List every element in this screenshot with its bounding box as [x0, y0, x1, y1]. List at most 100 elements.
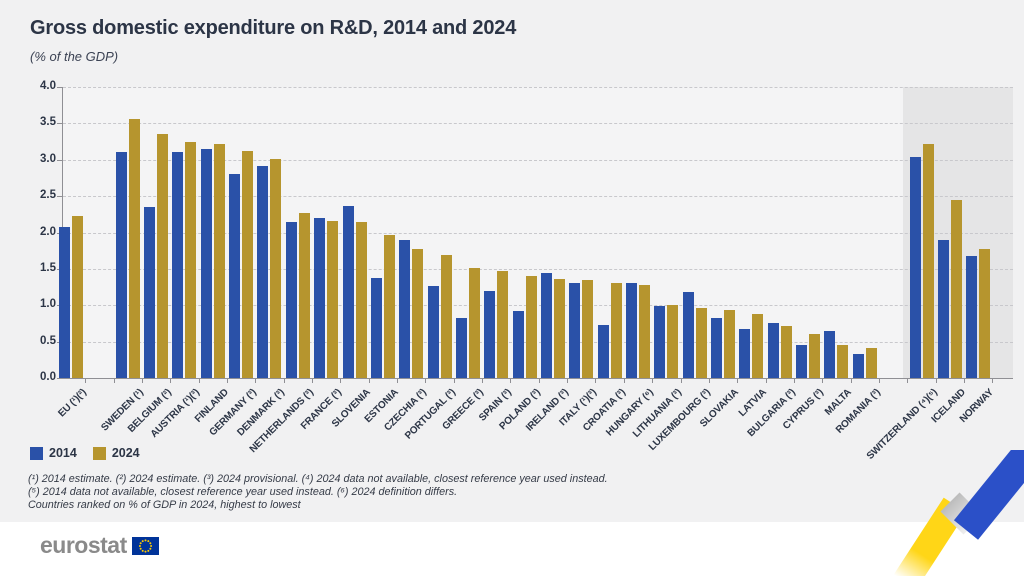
bar-luxembourg-2014: [682, 292, 694, 378]
bar-cyprus-2014: [796, 344, 808, 378]
x-axis-label-eu: EU (¹)(²): [56, 387, 89, 420]
bar-estonia-2024: [383, 235, 395, 378]
bar-france-2014: [314, 217, 326, 378]
bar-romania-2024: [865, 348, 877, 378]
eurostat-wordmark: eurostat: [40, 532, 127, 558]
bar-sweden-2014: [115, 151, 127, 378]
x-axis-tick: [425, 379, 426, 383]
bar-belgium-2014: [144, 207, 156, 378]
bar-malta-2024: [837, 344, 849, 378]
x-axis-tick: [369, 379, 370, 383]
bar-croatia-2024: [610, 282, 622, 378]
x-axis: [62, 378, 1013, 379]
bar-germany-2014: [229, 174, 241, 378]
y-axis-tick-label: 0.0: [40, 371, 56, 383]
x-axis-tick: [794, 379, 795, 383]
bar-bulgaria-2024: [780, 325, 792, 378]
eu-flag-star: [147, 539, 150, 542]
eu-flag-star: [139, 547, 142, 550]
y-axis-tick: [57, 87, 62, 88]
x-axis-tick: [992, 379, 993, 383]
eurostat-logo: eurostat: [40, 534, 159, 557]
x-axis-tick: [624, 379, 625, 383]
bar-poland-2024: [525, 276, 537, 378]
gridline: [63, 87, 1013, 88]
y-axis-tick-label: 1.0: [40, 298, 56, 311]
bar-iceland-2014: [937, 239, 949, 378]
bar-belgium-2024: [157, 133, 169, 378]
eu-flag-star: [141, 549, 144, 552]
y-axis-tick-label: 3.0: [40, 152, 56, 165]
gridline: [63, 341, 1013, 343]
bar-estonia-2014: [370, 277, 382, 378]
y-axis-tick: [57, 159, 62, 161]
y-axis-tick-label: 3.5: [40, 116, 56, 129]
bar-finland-2014: [200, 148, 212, 378]
eu-flag-star: [144, 538, 147, 541]
legend-swatch-2024-icon: [92, 446, 106, 460]
bar-lithuania-2014: [654, 305, 666, 378]
legend: 2014 2024: [30, 446, 156, 460]
x-axis-tick: [681, 379, 682, 383]
eu-flag-star: [149, 544, 152, 547]
x-axis-tick: [595, 379, 596, 383]
footer-strip: [0, 522, 1024, 576]
y-axis-tick: [57, 378, 62, 379]
y-axis-tick-label: 1.5: [40, 261, 56, 274]
gridline: [63, 123, 1013, 125]
bar-ireland-2024: [553, 279, 565, 378]
x-axis-tick: [936, 379, 937, 383]
x-axis-tick: [255, 379, 256, 383]
x-axis-tick: [454, 379, 455, 383]
bar-netherlands-2024: [298, 212, 310, 378]
bar-czechia-2014: [399, 239, 411, 378]
bar-switzerland-2024: [922, 144, 934, 378]
eu-flag-star: [141, 539, 144, 542]
x-axis-tick: [652, 379, 653, 383]
bar-malta-2014: [824, 331, 836, 378]
bar-austria-2014: [172, 152, 184, 378]
x-axis-tick: [340, 379, 341, 383]
bar-lithuania-2024: [667, 304, 679, 378]
chart-title: Gross domestic expenditure on R&D, 2014 …: [30, 17, 517, 39]
ribbon-yellow-segment: [893, 497, 967, 576]
bar-denmark-2024: [270, 159, 282, 378]
bar-switzerland-2014: [909, 156, 921, 378]
x-axis-tick: [114, 379, 115, 383]
x-axis-tick: [907, 379, 908, 383]
bar-italy-2024: [582, 279, 594, 378]
legend-item-2024: 2024: [92, 446, 140, 460]
x-axis-tick: [737, 379, 738, 383]
chart-subtitle: (% of the GDP): [30, 49, 119, 64]
bar-slovakia-2024: [724, 309, 736, 378]
footnote-line-3: Countries ranked on % of GDP in 2024, hi…: [28, 499, 301, 511]
bar-sweden-2024: [128, 119, 140, 378]
x-axis-tick: [510, 379, 511, 383]
bar-greece-2024: [468, 268, 480, 378]
bar-iceland-2024: [950, 199, 962, 378]
legend-label-2024: 2024: [111, 446, 140, 460]
bar-hungary-2014: [626, 282, 637, 378]
x-axis-tick: [766, 379, 767, 383]
bar-spain-2024: [497, 271, 509, 378]
bar-germany-2024: [242, 151, 254, 378]
gridline: [63, 305, 1013, 307]
bar-austria-2024: [185, 141, 197, 378]
x-axis-tick: [822, 379, 823, 383]
footnote-line-1: (¹) 2014 estimate. (²) 2024 estimate. (³…: [28, 473, 608, 485]
bar-eu-2014: [59, 227, 70, 378]
y-axis-tick-label: 2.5: [40, 189, 56, 202]
eu-flag-icon: [131, 536, 159, 555]
x-axis-tick: [284, 379, 285, 383]
gridline: [63, 232, 1013, 234]
x-axis-tick: [199, 379, 200, 383]
y-axis-tick-label: 4.0: [40, 80, 56, 92]
bar-romania-2014: [852, 353, 864, 378]
x-axis-tick: [567, 379, 568, 383]
gridline: [63, 196, 1013, 198]
decorative-zigzag-ribbon: [893, 450, 1024, 576]
bar-latvia-2014: [739, 329, 751, 378]
legend-item-2014: 2014: [30, 446, 77, 460]
bar-netherlands-2014: [285, 222, 297, 378]
